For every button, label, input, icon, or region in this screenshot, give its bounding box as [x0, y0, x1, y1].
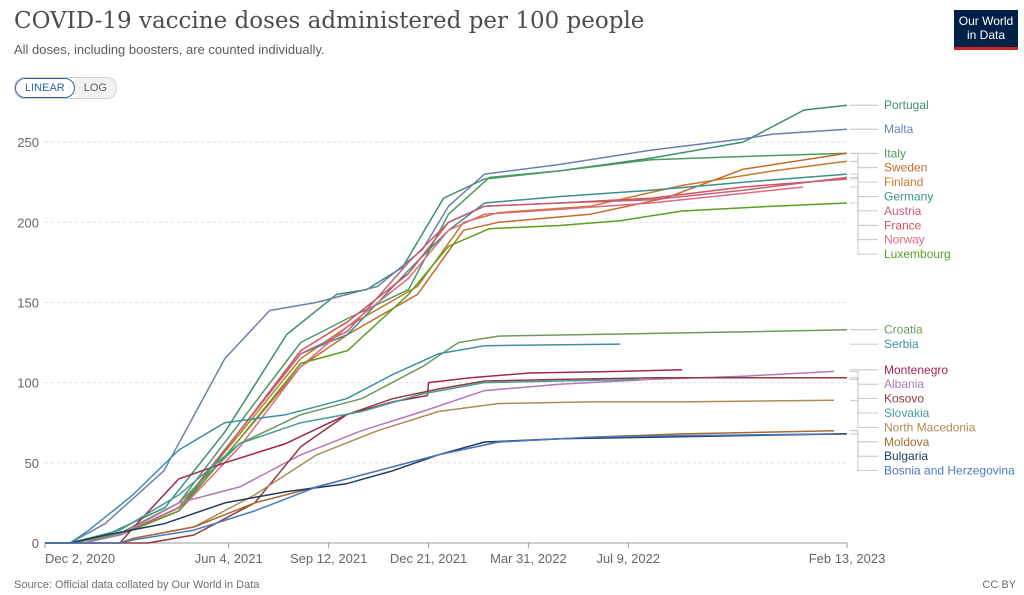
legend-label[interactable]: North Macedonia	[884, 420, 976, 434]
legend-label[interactable]: Slovakia	[884, 406, 930, 420]
legend-label[interactable]: Bosnia and Herzegovina	[884, 464, 1015, 478]
legend-label[interactable]: Albania	[884, 377, 924, 391]
license-link[interactable]: CC BY	[982, 579, 1016, 591]
series-line-kosovo[interactable]	[45, 377, 847, 544]
logo-accent-bar	[954, 47, 1018, 50]
legend-label[interactable]: Croatia	[884, 323, 923, 337]
x-tick-label: Sep 12, 2021	[290, 551, 367, 566]
series-line-portugal[interactable]	[45, 104, 848, 544]
legend-connector	[850, 430, 878, 443]
legend-label[interactable]: Italy	[884, 146, 906, 160]
source-note: Source: Official data collated by Our Wo…	[14, 579, 260, 591]
legend-label[interactable]: Moldova	[884, 435, 930, 449]
legend-label[interactable]: Norway	[884, 233, 925, 247]
legend-connector	[850, 186, 878, 241]
logo-line-2: in Data	[966, 28, 1006, 42]
y-tick-label: 100	[17, 376, 39, 391]
series-line-bosnia-and-herzegovina[interactable]	[45, 433, 835, 544]
legend-label[interactable]: Luxembourg	[884, 247, 951, 261]
series-line-germany[interactable]	[45, 173, 848, 544]
series-line-albania[interactable]	[45, 370, 835, 544]
chart-title: COVID-19 vaccine doses administered per …	[14, 8, 645, 34]
x-tick-label: Mar 31, 2022	[490, 551, 567, 566]
series-line-luxembourg[interactable]	[45, 202, 848, 544]
log-scale-button[interactable]: LOG	[74, 78, 116, 98]
legend-label[interactable]: France	[884, 218, 922, 232]
legend-connector	[850, 160, 878, 183]
linear-scale-button[interactable]: LINEAR	[15, 78, 75, 98]
y-tick-label: 200	[17, 215, 39, 230]
series-line-malta[interactable]	[45, 128, 848, 544]
legend-label[interactable]: Serbia	[884, 337, 919, 351]
x-tick-label: Dec 21, 2021	[390, 551, 467, 566]
grid-lines	[45, 141, 847, 464]
legend-label[interactable]: Germany	[884, 190, 933, 204]
legend-connector	[850, 178, 878, 226]
legend-connector	[850, 152, 878, 169]
legend-connector	[850, 433, 878, 471]
series-line-moldova[interactable]	[45, 429, 835, 544]
legend-label[interactable]: Kosovo	[884, 392, 924, 406]
series-lines	[45, 104, 848, 544]
legend-label[interactable]: Finland	[884, 175, 923, 189]
axes: 0 50 100 150 200 250 Dec 2, 2020 Jun 4, 2021 Sep…	[17, 135, 885, 566]
legend: Portugal Malta ItalySwedenFinlandGermanyAu…	[850, 98, 1015, 478]
legend-label[interactable]: Austria	[884, 204, 922, 218]
x-tick-label: Jul 9, 2022	[596, 551, 660, 566]
owid-logo[interactable]: Our World in Data	[954, 10, 1018, 50]
legend-connector	[850, 399, 878, 428]
x-tick-label: Jun 4, 2021	[195, 551, 263, 566]
series-line-montenegro[interactable]	[45, 369, 683, 544]
series-line-serbia[interactable]	[45, 343, 621, 544]
x-tick-label: Dec 2, 2020	[45, 551, 115, 566]
chart-subtitle: All doses, including boosters, are count…	[14, 42, 325, 57]
scale-toggle: LINEAR LOG	[14, 77, 117, 99]
legend-connector	[850, 202, 878, 255]
legend-connector	[850, 377, 878, 399]
y-tick-label: 250	[17, 135, 39, 150]
series-line-bulgaria[interactable]	[45, 433, 848, 544]
legend-connector	[850, 379, 878, 414]
legend-label[interactable]: Bulgaria	[884, 449, 928, 463]
y-tick-label: 0	[32, 536, 39, 551]
y-tick-label: 50	[25, 456, 39, 471]
legend-label[interactable]: Portugal	[884, 98, 929, 112]
logo-line-1: Our World	[958, 14, 1014, 28]
y-tick-label: 150	[17, 295, 39, 310]
x-tick-label: Feb 13, 2023	[809, 551, 886, 566]
series-line-slovakia[interactable]	[45, 378, 640, 544]
legend-label[interactable]: Sweden	[884, 161, 927, 175]
legend-connector	[850, 433, 878, 457]
legend-label[interactable]: Montenegro	[884, 363, 948, 377]
legend-label[interactable]: Malta	[884, 122, 914, 136]
series-line-croatia[interactable]	[45, 328, 848, 544]
